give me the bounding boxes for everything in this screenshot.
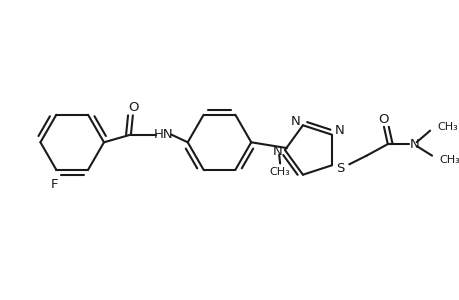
- Text: N: N: [290, 115, 299, 128]
- Text: N: N: [409, 138, 419, 151]
- Text: S: S: [336, 162, 344, 175]
- Text: F: F: [50, 178, 58, 190]
- Text: O: O: [128, 101, 139, 114]
- Text: CH₃: CH₃: [269, 167, 290, 177]
- Text: CH₃: CH₃: [437, 122, 458, 132]
- Text: N: N: [272, 146, 281, 158]
- Text: HN: HN: [153, 128, 173, 141]
- Text: CH₃: CH₃: [439, 154, 459, 164]
- Text: O: O: [378, 112, 388, 126]
- Text: N: N: [334, 124, 344, 137]
